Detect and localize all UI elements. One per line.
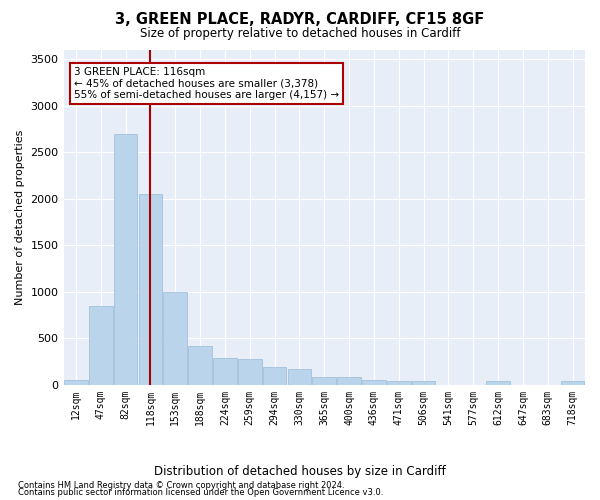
Y-axis label: Number of detached properties: Number of detached properties bbox=[15, 130, 25, 305]
Text: Contains public sector information licensed under the Open Government Licence v3: Contains public sector information licen… bbox=[18, 488, 383, 497]
Bar bbox=[313, 378, 336, 385]
Bar bbox=[263, 367, 286, 385]
Bar bbox=[188, 346, 212, 385]
Bar bbox=[89, 306, 113, 385]
Bar bbox=[163, 292, 187, 385]
Text: 3, GREEN PLACE, RADYR, CARDIFF, CF15 8GF: 3, GREEN PLACE, RADYR, CARDIFF, CF15 8GF bbox=[115, 12, 485, 28]
Text: Contains HM Land Registry data © Crown copyright and database right 2024.: Contains HM Land Registry data © Crown c… bbox=[18, 480, 344, 490]
Bar bbox=[114, 134, 137, 385]
Bar bbox=[64, 380, 88, 385]
Bar bbox=[486, 380, 510, 385]
Bar bbox=[213, 358, 237, 385]
Bar bbox=[337, 378, 361, 385]
Bar bbox=[362, 380, 386, 385]
Bar bbox=[139, 194, 162, 385]
Bar bbox=[387, 380, 410, 385]
Text: 3 GREEN PLACE: 116sqm
← 45% of detached houses are smaller (3,378)
55% of semi-d: 3 GREEN PLACE: 116sqm ← 45% of detached … bbox=[74, 66, 339, 100]
Bar bbox=[561, 380, 584, 385]
Bar bbox=[412, 381, 436, 385]
Bar bbox=[238, 360, 262, 385]
Text: Size of property relative to detached houses in Cardiff: Size of property relative to detached ho… bbox=[140, 28, 460, 40]
Bar bbox=[287, 368, 311, 385]
Text: Distribution of detached houses by size in Cardiff: Distribution of detached houses by size … bbox=[154, 465, 446, 478]
